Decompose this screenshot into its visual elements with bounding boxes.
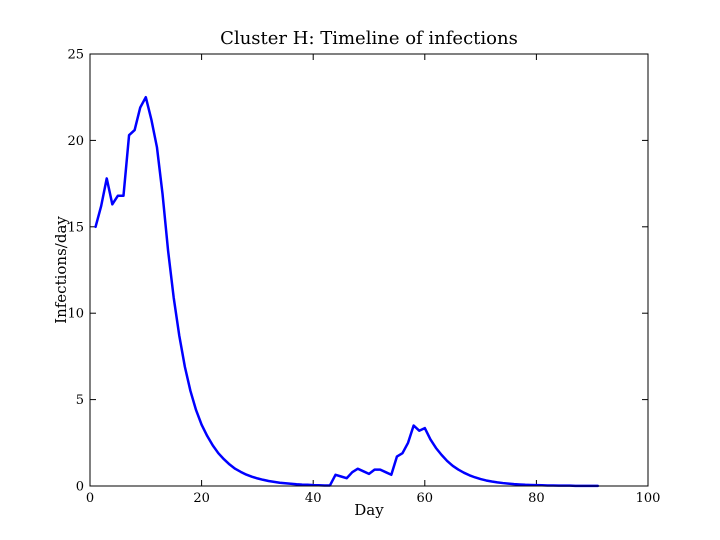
y-tick-label: 0 (76, 480, 84, 495)
x-tick-label: 0 (86, 491, 94, 506)
y-tick-label: 5 (76, 393, 84, 408)
x-tick-label: 100 (636, 491, 661, 506)
y-tick-label: 10 (67, 307, 84, 322)
x-tick-label: 80 (528, 491, 545, 506)
plot-frame (89, 53, 649, 487)
x-tick-label: 40 (305, 491, 322, 506)
y-tick-label: 25 (67, 48, 84, 63)
y-tick-label: 20 (67, 134, 84, 149)
x-tick-label: 20 (193, 491, 210, 506)
x-tick-label: 60 (417, 491, 434, 506)
y-tick-label: 15 (67, 220, 84, 235)
axis-ticks: 0 20 40 60 80 100 0 5 10 15 20 25 (67, 48, 660, 507)
x-axis-label: Day (354, 501, 384, 519)
series-line (94, 95, 600, 488)
chart-title: Cluster H: Timeline of infections (220, 28, 518, 49)
y-axis-label: Infections/day (52, 216, 70, 324)
